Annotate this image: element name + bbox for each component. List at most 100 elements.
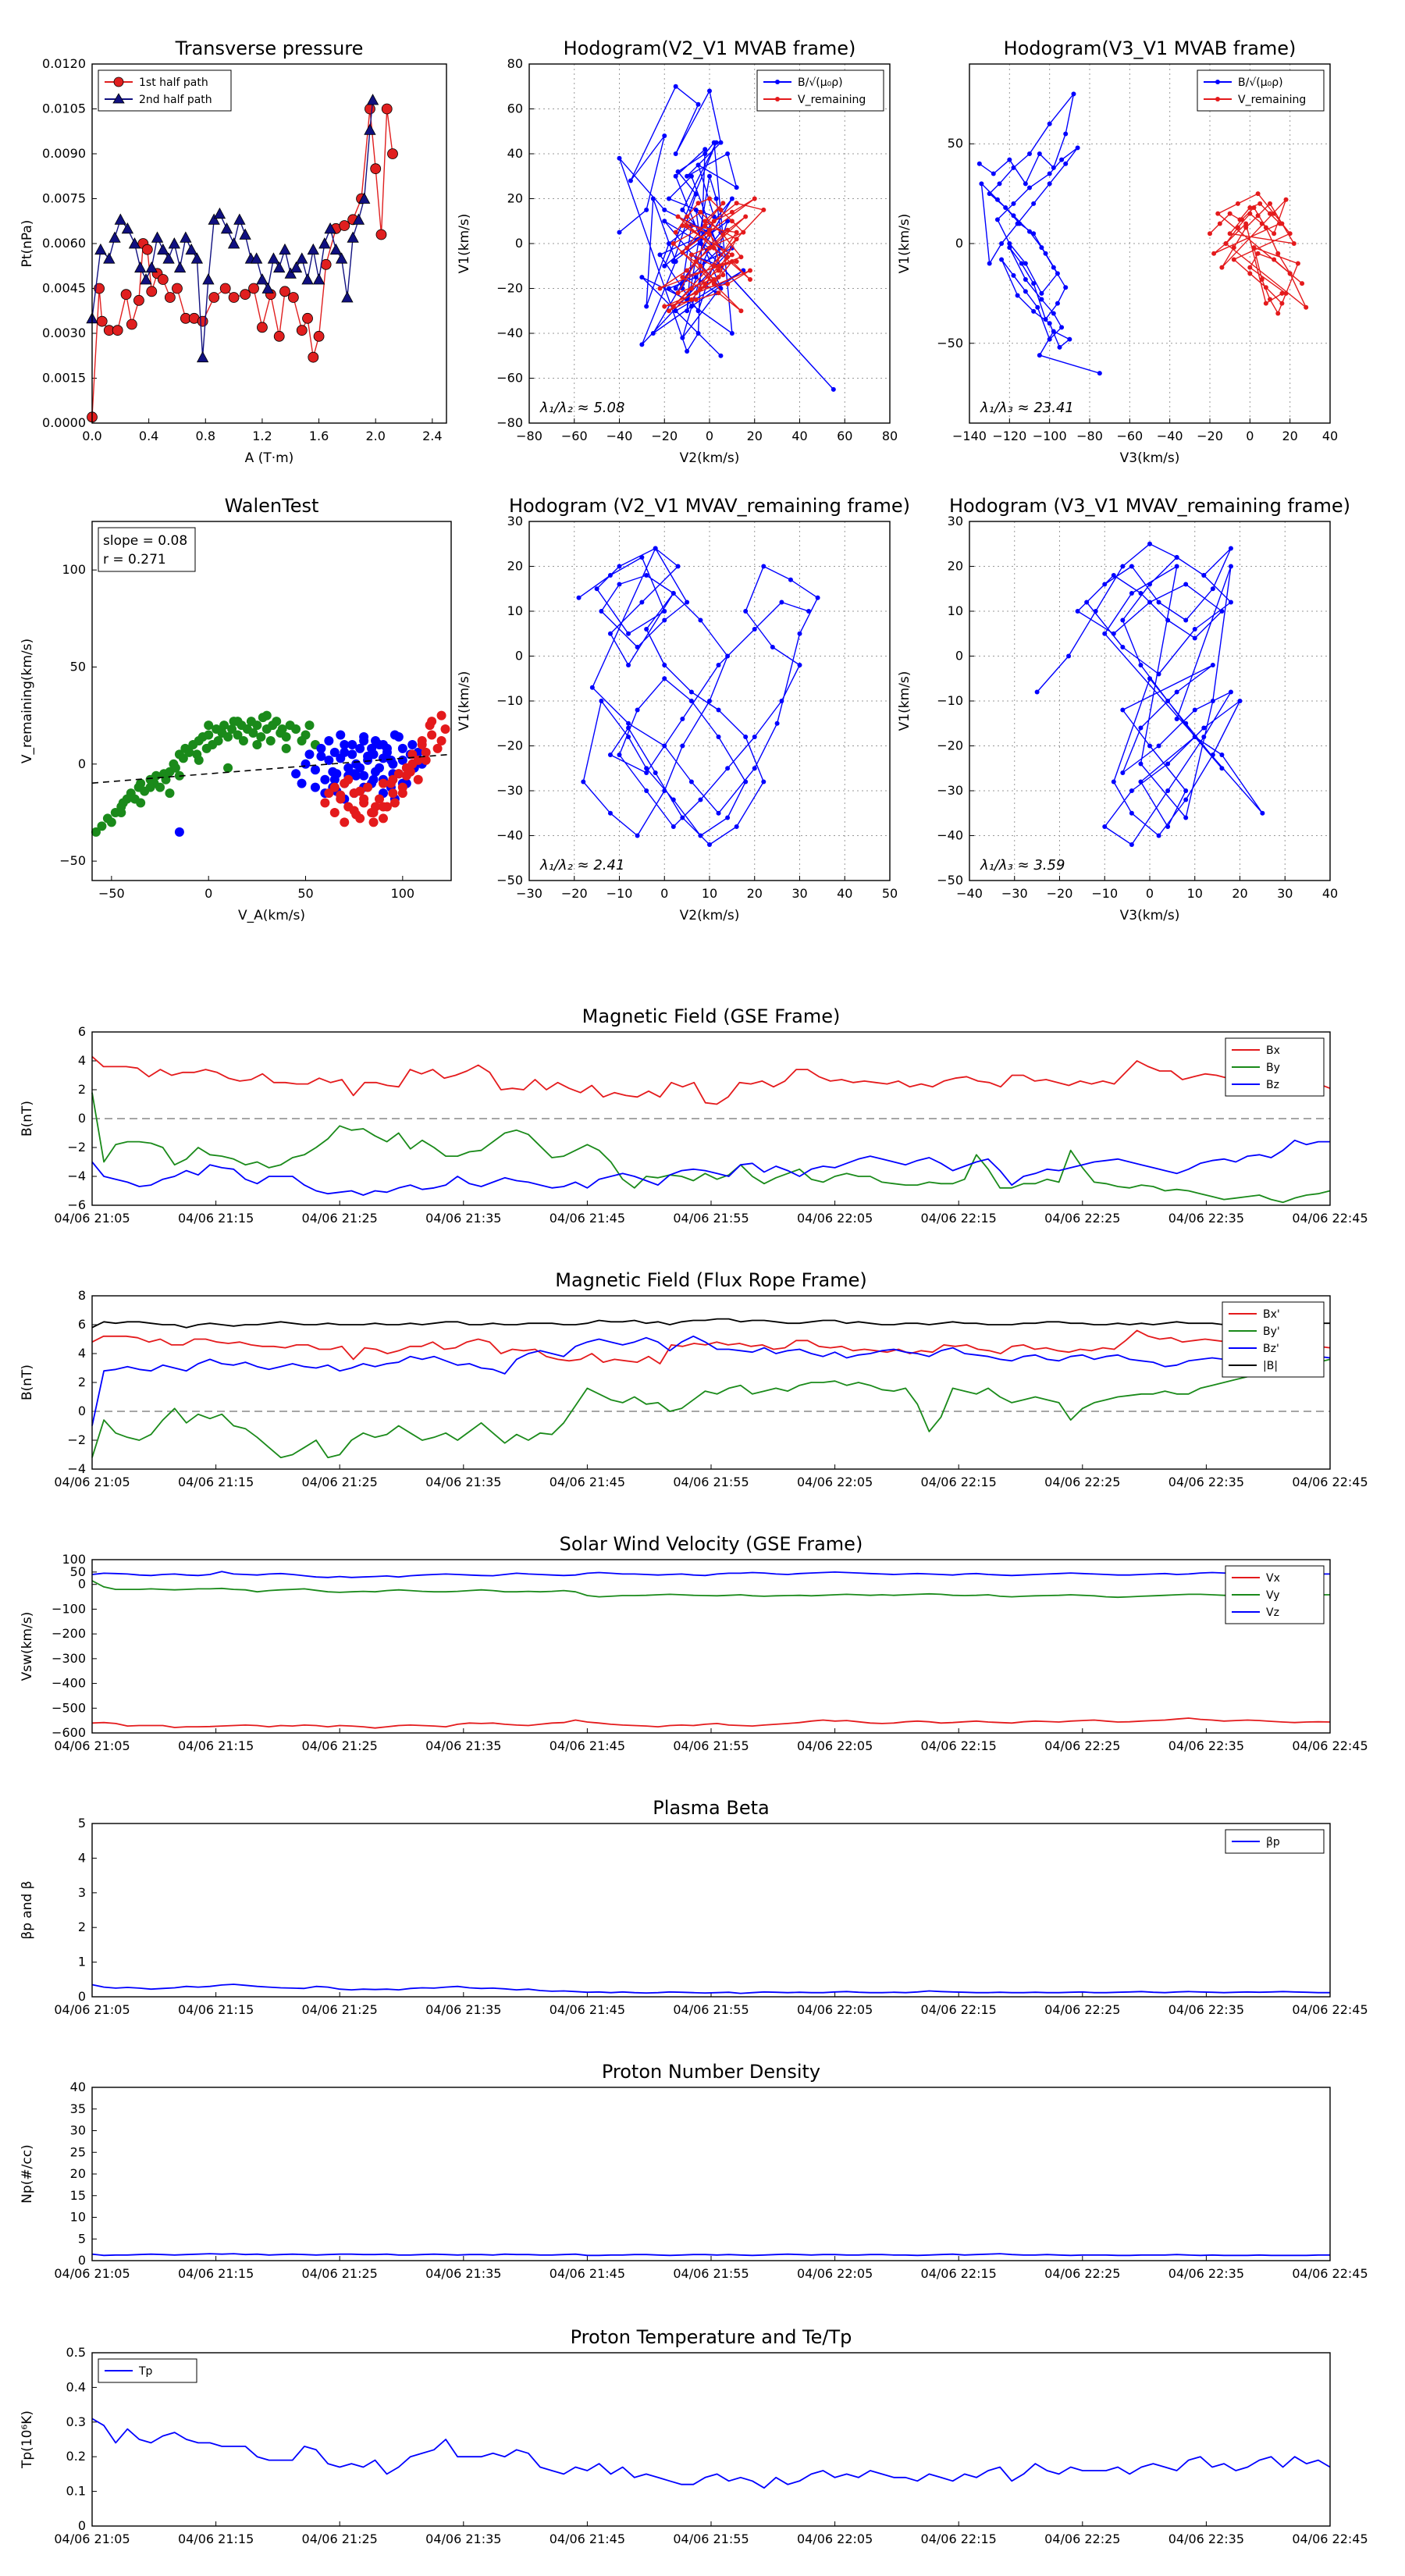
hodogram_v2v1_mvab-data-point xyxy=(695,162,701,168)
hodogram_v3v1_mvav-data-point xyxy=(1138,779,1144,785)
hodogram_v2v1_mvav-data-point xyxy=(779,600,784,605)
hodogram_v2v1_mvav-xtick-label: 20 xyxy=(747,886,763,901)
transverse_pressure-data-point xyxy=(134,261,147,273)
hodogram_v2v1_mvab-data-point xyxy=(657,286,663,291)
hodogram_v2v1_mvav-data-point xyxy=(743,735,749,739)
hodogram_v2v1_mvav-data-point xyxy=(617,582,622,587)
proton_temperature-xtick-label: 04/06 22:25 xyxy=(1044,2532,1120,2546)
hodogram_v2v1_mvav-data-point xyxy=(680,717,685,721)
hodogram_v2v1_mvab-legend-box xyxy=(756,69,884,112)
hodogram_v2v1_mvav-data-point xyxy=(670,591,676,596)
hodogram_v3v1_mvab-data-point xyxy=(1268,297,1272,302)
transverse_pressure-title: Transverse pressure xyxy=(175,37,364,59)
walen_test-stats-line: r = 0.271 xyxy=(103,552,166,568)
walen_test-data-point xyxy=(227,724,237,735)
magnetic_field_gse-ytick-label: 2 xyxy=(78,1082,86,1097)
transverse_pressure-data-point xyxy=(185,243,197,255)
hodogram_v3v1_mvab-data-point xyxy=(1039,290,1044,296)
transverse_pressure-data-point xyxy=(172,283,183,294)
hodogram_v2v1_mvav-data-point xyxy=(761,564,767,569)
hodogram_v3v1_mvab-data-point xyxy=(1300,281,1305,286)
magnetic_field_flux_rope-legend-label: Bx' xyxy=(1263,1308,1280,1321)
hodogram_v2v1_mvab-data-point xyxy=(628,178,633,183)
hodogram_v3v1_mvab-data-point xyxy=(1247,205,1253,210)
hodogram_v3v1_mvav-data-point xyxy=(1183,582,1189,587)
hodogram_v2v1_mvav-data-point xyxy=(626,735,631,739)
hodogram_v3v1_mvav-data-point xyxy=(1174,689,1179,695)
hodogram_v2v1_mvav-data-point xyxy=(680,815,685,820)
hodogram_v3v1_mvab-data-point xyxy=(1047,181,1052,187)
solar_wind_velocity-series-Vz xyxy=(91,1571,1330,1578)
hodogram_v2v1_mvab-data-point xyxy=(718,207,724,212)
hodogram_v3v1_mvab-data-point xyxy=(1027,151,1032,156)
hodogram_v3v1_mvav-data-point xyxy=(1120,645,1126,649)
hodogram_v2v1_mvab-data-point xyxy=(688,173,694,179)
hodogram_v3v1_mvab-data-point xyxy=(1272,231,1277,237)
hodogram_v3v1_mvav-data-point xyxy=(1165,699,1171,703)
proton_number_density-ytick-label: 5 xyxy=(78,2231,86,2246)
hodogram_v2v1_mvav-data-point xyxy=(617,753,622,757)
hodogram_v3v1_mvab-data-point xyxy=(991,171,996,176)
hodogram_v2v1_mvab-data-point xyxy=(707,227,712,233)
transverse_pressure-xtick-label: 0.0 xyxy=(82,429,101,443)
hodogram_v3v1_mvav-data-point xyxy=(1138,591,1144,596)
hodogram_v3v1_mvav-data-point xyxy=(1156,743,1161,749)
hodogram_v2v1_mvab-data-point xyxy=(716,268,721,273)
hodogram_v3v1_mvab-legend-label: B/√(μ₀ρ) xyxy=(1238,76,1283,89)
hodogram_v2v1_mvav-data-point xyxy=(644,766,649,771)
proton_number_density-xtick-label: 04/06 22:15 xyxy=(921,2266,997,2281)
walen_test-plot-area xyxy=(92,521,451,881)
hodogram_v3v1_mvav-data-point xyxy=(1183,720,1189,726)
hodogram_v3v1_mvav-xtick-label: −40 xyxy=(956,886,983,901)
hodogram_v3v1_mvav-data-point xyxy=(1165,788,1171,793)
hodogram_v3v1_mvab-xtick-label: −40 xyxy=(1157,429,1183,443)
chart-hodogram-v2v1-mvab: −80 −60 −40 −20 0 20 40 60 80 −80 −60 −40 −20 0 20 40 60… xyxy=(457,37,898,466)
walen_test-data-point xyxy=(324,788,334,799)
hodogram_v3v1_mvab-data-point xyxy=(1247,271,1253,276)
hodogram_v2v1_mvab-data-point xyxy=(673,308,678,314)
walen_test-xtick-label: 50 xyxy=(297,886,313,901)
hodogram_v2v1_mvav-data-point xyxy=(734,824,739,829)
hodogram_v3v1_mvab-xtick-label: −20 xyxy=(1197,429,1223,443)
magnetic_field_flux_rope-series-Bx xyxy=(91,1329,1331,1364)
proton_temperature-ytick-label: 0 xyxy=(78,2518,86,2533)
proton_number_density-ytick-label: 10 xyxy=(70,2210,86,2225)
magnetic_field_flux_rope-legend-label: |B| xyxy=(1263,1360,1278,1372)
hodogram_v2v1_mvav-data-point xyxy=(761,779,767,785)
magnetic_field_gse-legend-label: By xyxy=(1266,1062,1280,1074)
hodogram_v2v1_mvab-xtick-label: −80 xyxy=(516,429,542,443)
walen_test-data-point xyxy=(310,765,320,775)
hodogram_v2v1_mvab-ytick-label: −40 xyxy=(496,326,523,340)
plasma_beta-ytick-label: 3 xyxy=(78,1885,86,1900)
hodogram_v2v1_mvav-data-point xyxy=(635,833,640,838)
walen_test-data-point xyxy=(291,724,301,735)
hodogram_v2v1_mvav-data-point xyxy=(662,743,667,749)
walen_test-ytick-label: 0 xyxy=(78,756,86,771)
hodogram_v3v1_mvab-data-point xyxy=(1051,265,1056,270)
transverse_pressure-data-point xyxy=(190,252,204,264)
hodogram_v3v1_mvab-data-point xyxy=(1071,91,1076,97)
hodogram_v3v1_mvab-legend: B/√(μ₀ρ) V_remaining xyxy=(1197,69,1325,112)
hodogram_v2v1_mvab-title: Hodogram(V2_V1 MVAB frame) xyxy=(564,37,856,59)
magnetic_field_gse-frame xyxy=(91,1031,1331,1206)
hodogram_v2v1_mvav-ytick-label: 30 xyxy=(507,514,523,528)
walen_test-data-point xyxy=(106,817,116,827)
hodogram_v2v1_mvav-data-point xyxy=(581,779,586,785)
hodogram_v3v1_mvab-data-point xyxy=(1219,265,1225,270)
proton_temperature-xtick-label: 04/06 21:15 xyxy=(178,2532,254,2546)
hodogram_v3v1_mvab-data-point xyxy=(1011,165,1016,170)
magnetic_field_gse-ytick-label: −4 xyxy=(67,1169,86,1183)
proton_temperature-xtick-label: 04/06 22:45 xyxy=(1292,2532,1368,2546)
hodogram_v2v1_mvav-data-point xyxy=(662,663,667,667)
proton_temperature-series-Tp xyxy=(91,2418,1331,2489)
hodogram_v2v1_mvav-ylabel: V1(km/s) xyxy=(457,671,472,731)
hodogram_v3v1_mvab-data-point xyxy=(1295,261,1300,266)
hodogram_v2v1_mvav-data-point xyxy=(688,699,694,703)
hodogram_v2v1_mvav-xtick-label: −10 xyxy=(606,886,633,901)
walen_test-data-point xyxy=(386,755,396,765)
hodogram_v3v1_mvav-data-point xyxy=(1147,541,1152,546)
hodogram_v2v1_mvab-data-point xyxy=(685,308,690,314)
transverse_pressure-ytick-label: 0.0090 xyxy=(42,146,86,161)
hodogram_v2v1_mvab-data-point xyxy=(673,173,678,179)
hodogram_v2v1_mvab-data-point xyxy=(729,196,735,201)
